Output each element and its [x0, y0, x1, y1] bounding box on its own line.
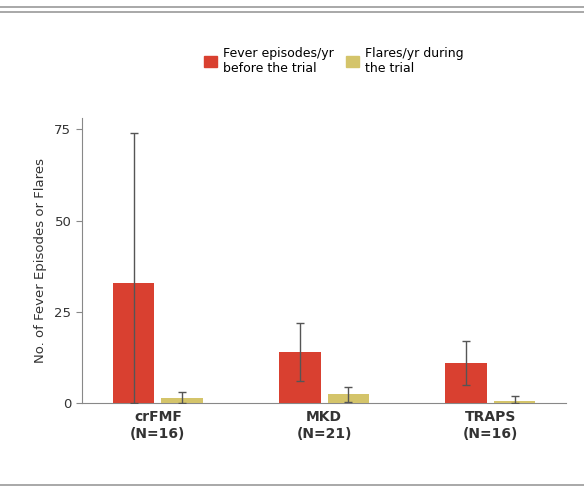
Y-axis label: No. of Fever Episodes or Flares: No. of Fever Episodes or Flares: [34, 158, 47, 363]
Bar: [161, 398, 203, 403]
Legend: Fever episodes/yr
before the trial, Flares/yr during
the trial: Fever episodes/yr before the trial, Flar…: [201, 44, 466, 77]
Bar: [328, 394, 369, 403]
Bar: [493, 400, 536, 403]
Bar: [113, 283, 154, 403]
Bar: [279, 352, 321, 403]
Bar: [446, 363, 487, 403]
